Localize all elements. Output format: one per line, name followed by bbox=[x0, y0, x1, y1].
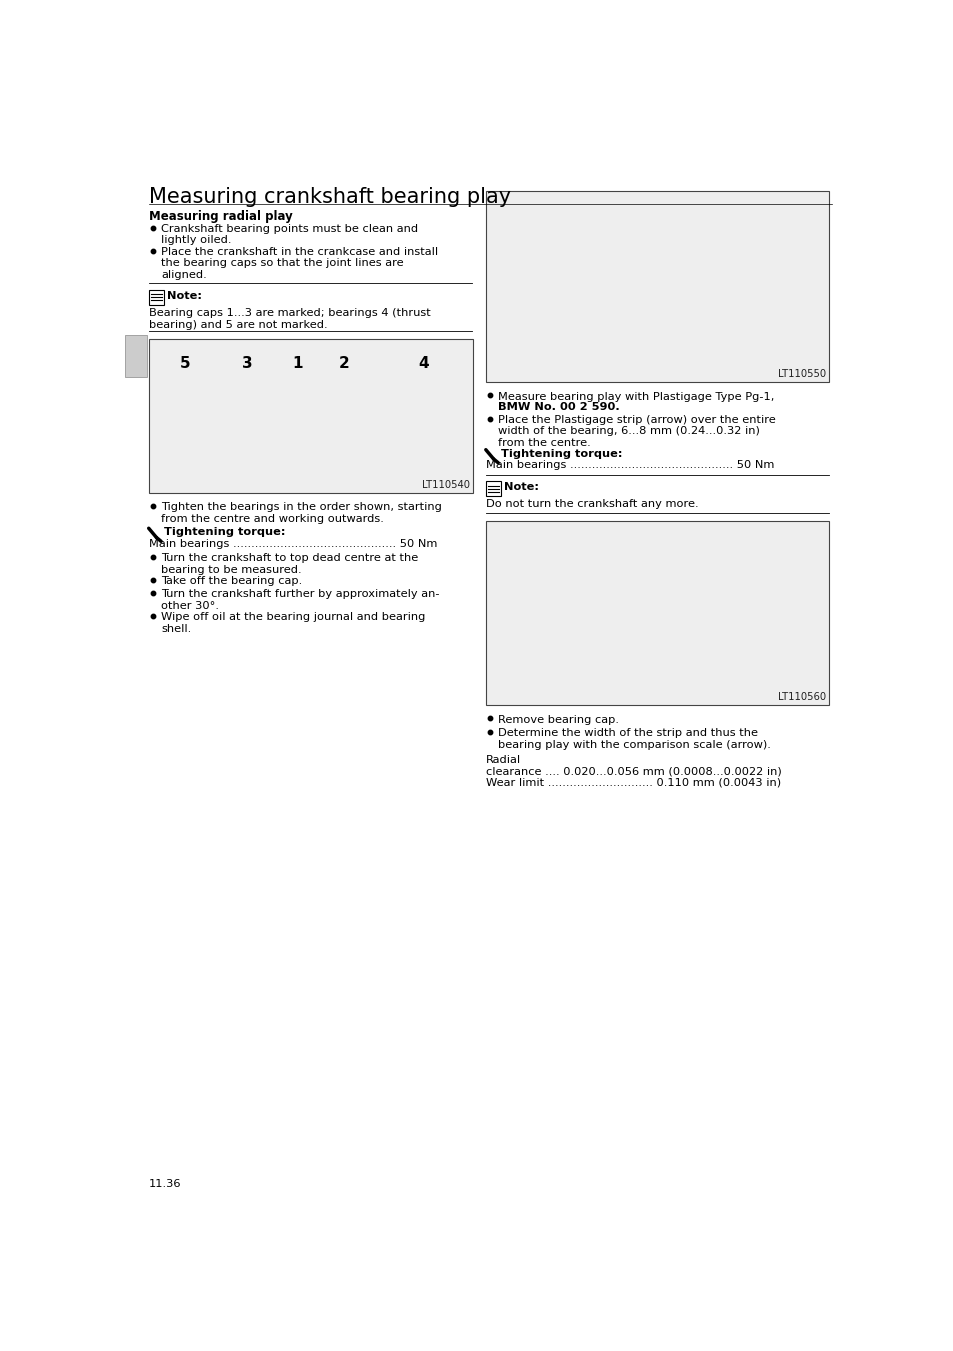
Text: 5: 5 bbox=[179, 355, 191, 370]
Bar bbox=[485, 481, 500, 496]
Text: LT110560: LT110560 bbox=[777, 692, 825, 703]
Text: Measuring crankshaft bearing play: Measuring crankshaft bearing play bbox=[149, 186, 510, 207]
Text: Radial: Radial bbox=[485, 755, 520, 765]
Bar bbox=[125, 335, 147, 377]
Bar bbox=[485, 520, 828, 705]
Text: Main bearings ............................................. 50 Nm: Main bearings ..........................… bbox=[149, 539, 436, 549]
Text: Turn the crankshaft to top dead centre at the
bearing to be measured.: Turn the crankshaft to top dead centre a… bbox=[161, 554, 418, 576]
Bar bbox=[485, 192, 828, 382]
Text: 2: 2 bbox=[338, 355, 349, 370]
Text: Tightening torque:: Tightening torque: bbox=[500, 449, 622, 459]
Text: Place the Plastigage strip (arrow) over the entire
width of the bearing, 6...8 m: Place the Plastigage strip (arrow) over … bbox=[497, 415, 775, 449]
Text: Note:: Note: bbox=[504, 482, 538, 493]
Text: Note:: Note: bbox=[167, 290, 202, 301]
Text: Measuring radial play: Measuring radial play bbox=[149, 209, 293, 223]
Text: 11.36: 11.36 bbox=[149, 1178, 181, 1189]
Text: 3: 3 bbox=[241, 355, 252, 370]
Bar bbox=[149, 289, 164, 305]
Text: Do not turn the crankshaft any more.: Do not turn the crankshaft any more. bbox=[485, 500, 698, 509]
Text: LT110540: LT110540 bbox=[421, 480, 469, 490]
Text: clearance .... 0.020...0.056 mm (0.0008...0.0022 in): clearance .... 0.020...0.056 mm (0.0008.… bbox=[485, 766, 781, 777]
Text: Measure bearing play with Plastigage Type Pg-1,: Measure bearing play with Plastigage Typ… bbox=[497, 392, 774, 401]
Text: Turn the crankshaft further by approximately an-
other 30°.: Turn the crankshaft further by approxima… bbox=[161, 589, 439, 611]
Text: LT110550: LT110550 bbox=[777, 369, 825, 380]
Text: 4: 4 bbox=[418, 355, 429, 370]
Text: Take off the bearing cap.: Take off the bearing cap. bbox=[161, 577, 302, 586]
Text: Main bearings ............................................. 50 Nm: Main bearings ..........................… bbox=[485, 461, 774, 470]
Bar bbox=[149, 339, 472, 493]
Text: Determine the width of the strip and thus the
bearing play with the comparison s: Determine the width of the strip and thu… bbox=[497, 728, 770, 750]
Text: Tightening torque:: Tightening torque: bbox=[164, 527, 285, 538]
Text: Place the crankshaft in the crankcase and install
the bearing caps so that the j: Place the crankshaft in the crankcase an… bbox=[161, 247, 437, 280]
Text: BMW No. 00 2 590.: BMW No. 00 2 590. bbox=[497, 403, 619, 412]
Text: Wipe off oil at the bearing journal and bearing
shell.: Wipe off oil at the bearing journal and … bbox=[161, 612, 425, 634]
Text: Wear limit ............................. 0.110 mm (0.0043 in): Wear limit .............................… bbox=[485, 777, 781, 788]
Text: Bearing caps 1...3 are marked; bearings 4 (thrust
bearing) and 5 are not marked.: Bearing caps 1...3 are marked; bearings … bbox=[149, 308, 430, 330]
Text: Remove bearing cap.: Remove bearing cap. bbox=[497, 715, 618, 724]
Text: Tighten the bearings in the order shown, starting
from the centre and working ou: Tighten the bearings in the order shown,… bbox=[161, 503, 441, 524]
Text: 1: 1 bbox=[292, 355, 302, 370]
Text: Crankshaft bearing points must be clean and
lightly oiled.: Crankshaft bearing points must be clean … bbox=[161, 224, 417, 246]
